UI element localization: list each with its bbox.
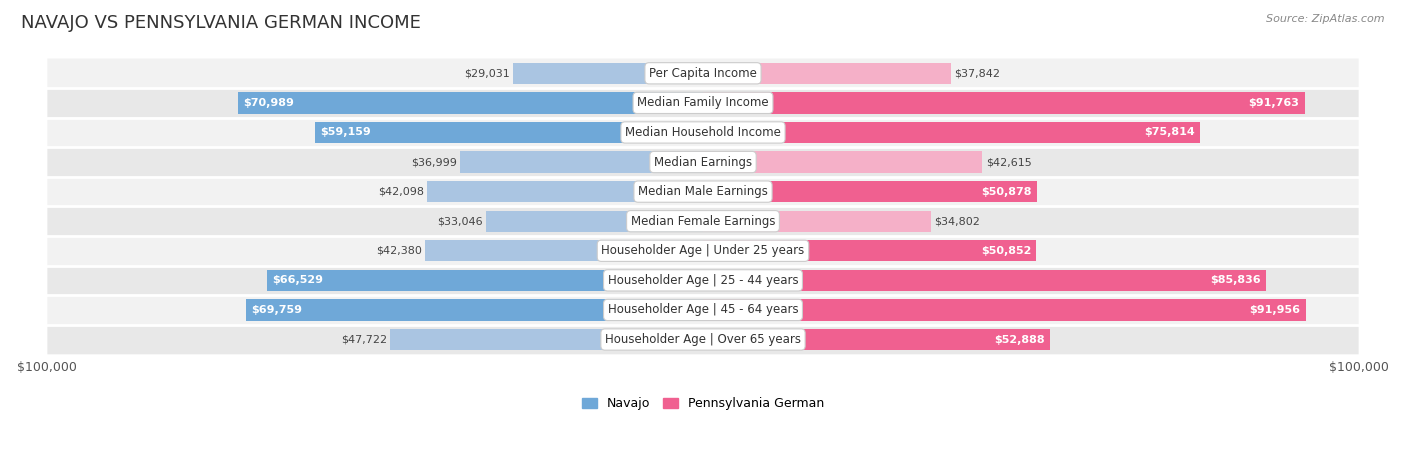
Text: $69,759: $69,759: [250, 305, 302, 315]
Text: Householder Age | 25 - 44 years: Householder Age | 25 - 44 years: [607, 274, 799, 287]
Text: Source: ZipAtlas.com: Source: ZipAtlas.com: [1267, 14, 1385, 24]
FancyBboxPatch shape: [48, 236, 1358, 266]
Bar: [703, 240, 1036, 262]
Text: Householder Age | Under 25 years: Householder Age | Under 25 years: [602, 244, 804, 257]
Text: $42,615: $42,615: [986, 157, 1032, 167]
Bar: [703, 151, 983, 173]
Text: $91,763: $91,763: [1249, 98, 1299, 108]
Bar: [703, 92, 1305, 113]
Bar: [267, 270, 703, 291]
Bar: [703, 299, 1306, 320]
Bar: [315, 122, 703, 143]
Text: $50,878: $50,878: [981, 187, 1032, 197]
Text: $70,989: $70,989: [243, 98, 294, 108]
Text: Median Household Income: Median Household Income: [626, 126, 780, 139]
Text: Median Family Income: Median Family Income: [637, 96, 769, 109]
FancyBboxPatch shape: [48, 58, 1358, 88]
Text: $52,888: $52,888: [994, 334, 1045, 345]
Text: $75,814: $75,814: [1144, 127, 1195, 137]
Legend: Navajo, Pennsylvania German: Navajo, Pennsylvania German: [576, 392, 830, 415]
Text: Per Capita Income: Per Capita Income: [650, 67, 756, 80]
FancyBboxPatch shape: [48, 118, 1358, 147]
Text: $50,852: $50,852: [981, 246, 1031, 256]
Text: $59,159: $59,159: [321, 127, 371, 137]
Bar: [389, 329, 703, 350]
Text: Householder Age | Over 65 years: Householder Age | Over 65 years: [605, 333, 801, 346]
Text: $33,046: $33,046: [437, 216, 484, 226]
Text: $42,380: $42,380: [375, 246, 422, 256]
Bar: [460, 151, 703, 173]
Text: Median Male Earnings: Median Male Earnings: [638, 185, 768, 198]
Text: $91,956: $91,956: [1250, 305, 1301, 315]
Bar: [425, 240, 703, 262]
Text: Householder Age | 45 - 64 years: Householder Age | 45 - 64 years: [607, 304, 799, 317]
Bar: [703, 211, 931, 232]
Text: NAVAJO VS PENNSYLVANIA GERMAN INCOME: NAVAJO VS PENNSYLVANIA GERMAN INCOME: [21, 14, 420, 32]
FancyBboxPatch shape: [48, 147, 1358, 177]
Bar: [703, 181, 1036, 202]
FancyBboxPatch shape: [48, 177, 1358, 206]
FancyBboxPatch shape: [48, 88, 1358, 118]
Text: $29,031: $29,031: [464, 68, 509, 78]
Bar: [246, 299, 703, 320]
FancyBboxPatch shape: [48, 206, 1358, 236]
Bar: [513, 63, 703, 84]
Bar: [703, 270, 1265, 291]
Bar: [703, 63, 950, 84]
Text: $36,999: $36,999: [412, 157, 457, 167]
FancyBboxPatch shape: [48, 295, 1358, 325]
Bar: [703, 329, 1050, 350]
Bar: [486, 211, 703, 232]
Text: $42,098: $42,098: [378, 187, 423, 197]
FancyBboxPatch shape: [48, 266, 1358, 295]
Text: $34,802: $34,802: [935, 216, 980, 226]
FancyBboxPatch shape: [48, 325, 1358, 354]
Text: $85,836: $85,836: [1211, 276, 1261, 285]
Bar: [703, 122, 1201, 143]
Bar: [238, 92, 703, 113]
Text: Median Earnings: Median Earnings: [654, 156, 752, 169]
Text: Median Female Earnings: Median Female Earnings: [631, 215, 775, 228]
Text: $66,529: $66,529: [271, 276, 323, 285]
Bar: [427, 181, 703, 202]
Text: $47,722: $47,722: [340, 334, 387, 345]
Text: $37,842: $37,842: [955, 68, 1001, 78]
